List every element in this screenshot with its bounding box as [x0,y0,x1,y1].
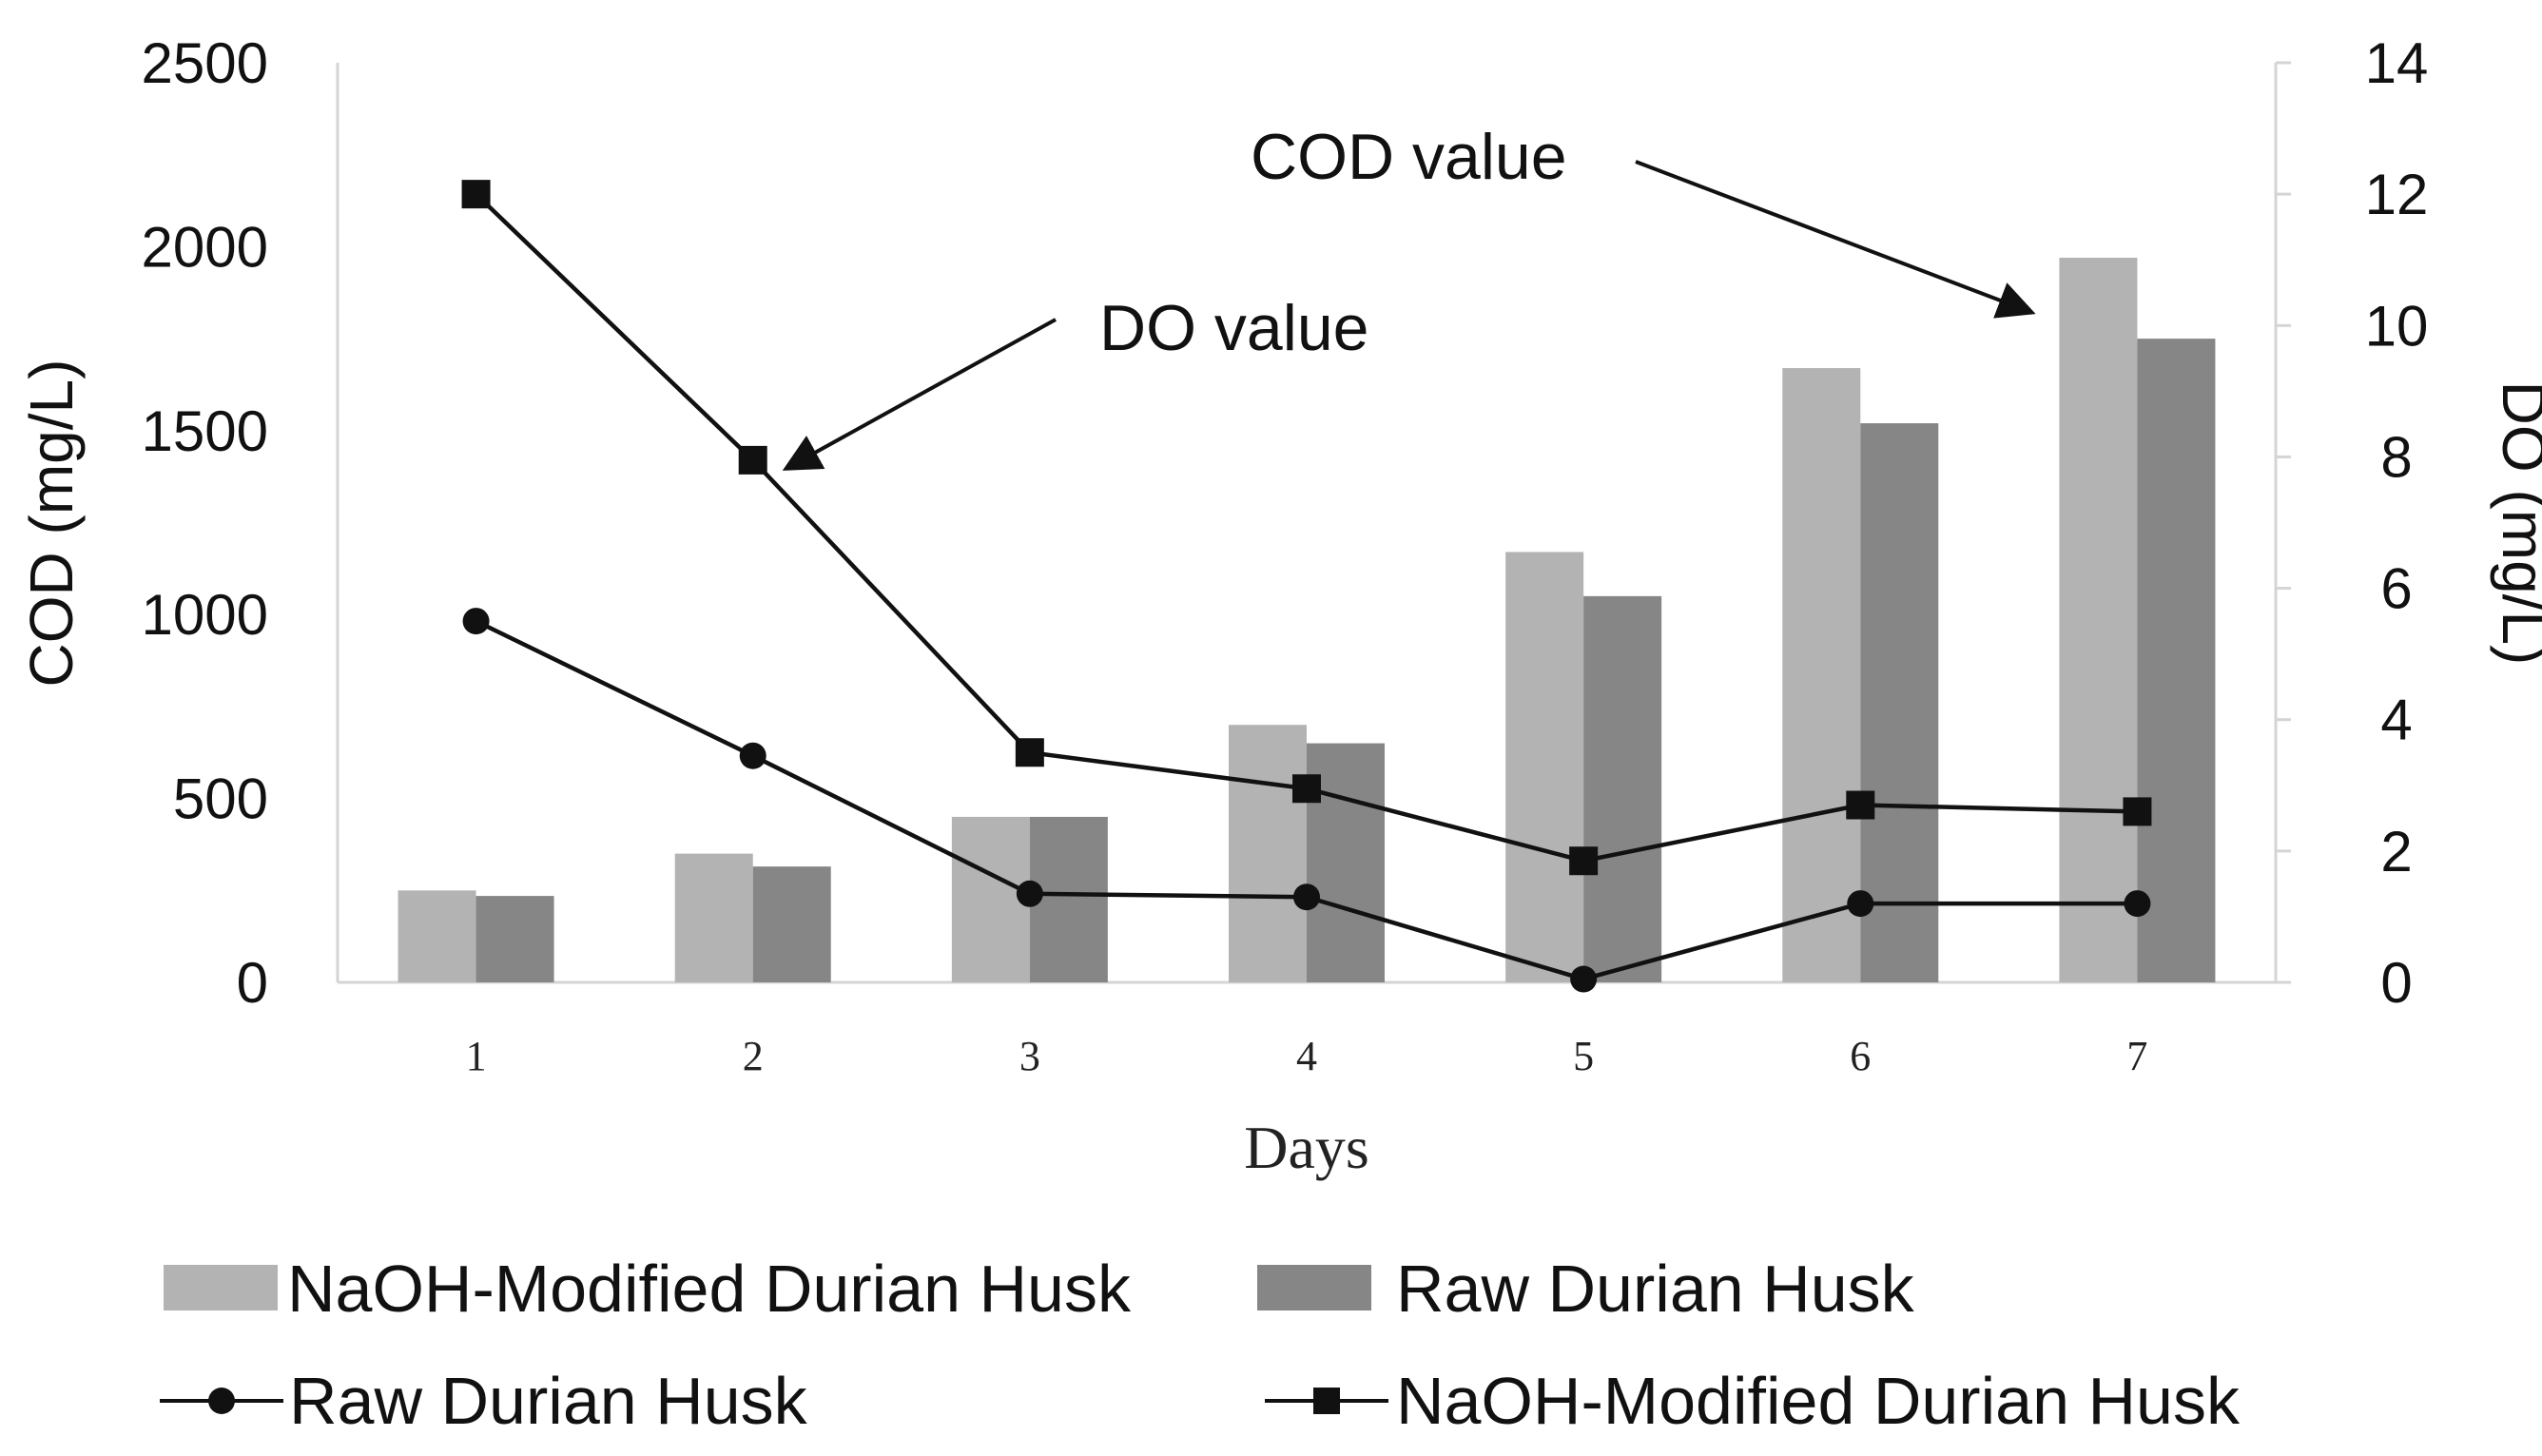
annotation-cod-value: COD value [1251,121,1567,193]
point-do-naoh-day-1 [461,180,491,209]
right-tick-label-12: 12 [2365,163,2429,226]
bar-naoh-day-2 [674,853,753,982]
right-tick-label-10: 10 [2365,294,2429,358]
point-do-raw-day-7 [2124,890,2151,918]
y-axis-title-left: COD (mg/L) [17,359,86,688]
legend: NaOH-Modified Durian Husk Raw Durian Hus… [160,1252,2241,1438]
annotation-cod-arrow [1635,160,2036,319]
left-tick-label-1500: 1500 [142,399,268,463]
left-y-tick-labels: 0 500 1000 1500 2000 2500 [142,31,268,1015]
x-axis-title: Days [1244,1114,1369,1181]
annotations: COD value DO value [782,121,2036,471]
left-tick-label-2000: 2000 [142,215,268,279]
line-marks [461,180,2152,993]
bar-raw-day-5 [1583,595,1662,982]
x-tick-label-5: 5 [1573,1033,1594,1079]
annotation-do-value: DO value [1099,292,1368,364]
x-tick-label-4: 4 [1296,1033,1317,1079]
y-axis-title-right: DO (mg/L) [2490,381,2542,666]
legend-marker-raw-circle [208,1388,235,1414]
point-do-naoh-day-2 [738,445,767,475]
point-do-raw-day-6 [1847,890,1874,918]
bar-naoh-day-4 [1229,725,1307,982]
right-tick-label-14: 14 [2365,31,2429,95]
bar-raw-day-7 [2137,339,2216,983]
right-tick-label-2: 2 [2380,820,2412,883]
x-tick-label-1: 1 [466,1033,487,1079]
bar-marks [398,258,2216,983]
legend-label-raw-bar: Raw Durian Husk [1396,1252,1915,1326]
point-do-raw-day-1 [462,608,490,635]
right-y-tick-labels: 0 2 4 6 8 10 12 14 [2276,31,2428,1015]
x-tick-label-3: 3 [1019,1033,1040,1079]
annotation-do-arrow [782,318,1057,471]
point-do-raw-day-4 [1293,883,1320,911]
point-do-raw-day-3 [1016,880,1043,907]
x-tick-label-6: 6 [1850,1033,1871,1079]
right-tick-label-8: 8 [2380,425,2412,489]
right-tick-label-6: 6 [2380,557,2412,621]
legend-label-naoh-bar: NaOH-Modified Durian Husk [287,1252,1132,1326]
bar-naoh-day-3 [951,816,1030,982]
left-tick-label-500: 500 [173,767,268,831]
legend-label-raw-line: Raw Durian Husk [289,1364,808,1438]
bar-naoh-day-1 [398,890,476,982]
bar-raw-day-1 [475,896,554,982]
bar-naoh-day-6 [1782,368,1861,982]
x-tick-label-7: 7 [2126,1033,2147,1079]
left-tick-label-1000: 1000 [142,583,268,647]
point-do-naoh-day-6 [1846,790,1875,820]
bar-naoh-day-7 [2059,258,2138,982]
point-do-naoh-day-3 [1015,738,1044,767]
legend-marker-naoh-square [1313,1388,1340,1414]
legend-swatch-raw-bar [1257,1265,1371,1310]
right-tick-label-0: 0 [2380,951,2412,1015]
point-do-raw-day-2 [739,742,766,769]
point-do-naoh-day-4 [1292,774,1321,804]
bar-raw-day-3 [1029,816,1108,982]
bar-naoh-day-5 [1505,552,1584,982]
legend-label-naoh-line: NaOH-Modified Durian Husk [1396,1364,2241,1438]
legend-swatch-naoh-bar [164,1265,278,1310]
point-do-naoh-day-7 [2123,797,2152,826]
point-do-raw-day-5 [1570,965,1598,993]
bar-raw-day-2 [752,866,831,982]
left-tick-label-2500: 2500 [142,31,268,95]
bar-raw-day-6 [1860,423,1939,983]
left-tick-label-0: 0 [237,951,268,1015]
x-tick-labels: 1 2 3 4 5 6 7 [466,1033,2148,1079]
point-do-naoh-day-5 [1569,846,1599,876]
x-tick-label-2: 2 [743,1033,764,1079]
right-tick-label-4: 4 [2380,689,2412,752]
